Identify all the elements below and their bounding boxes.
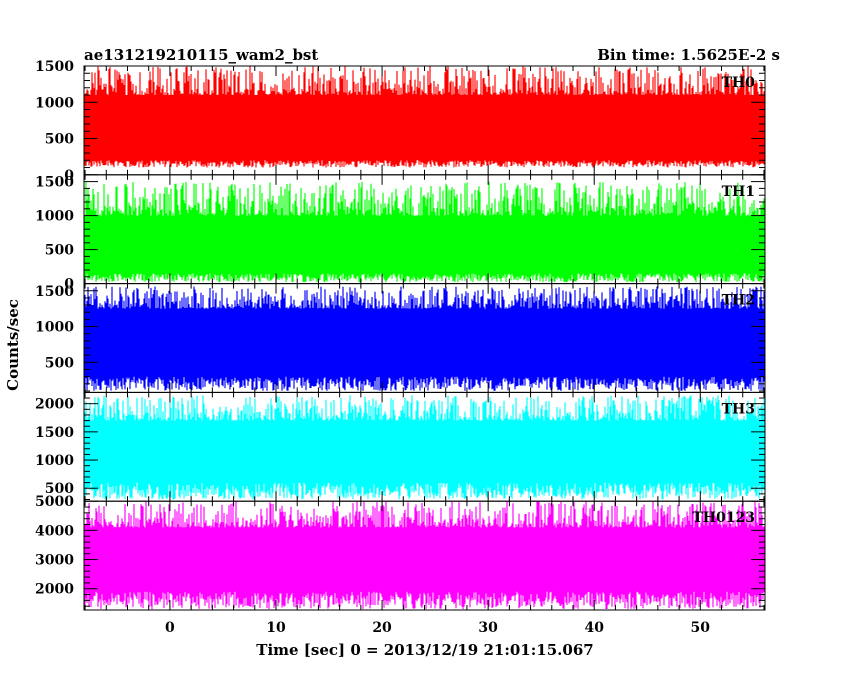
y-tick-label: 1000	[35, 453, 74, 469]
series-body-th0	[85, 99, 764, 160]
panel-label-th0123: TH0123	[692, 510, 755, 526]
y-tick-label: 5000	[35, 494, 74, 510]
y-tick-label: 4000	[35, 523, 74, 539]
panel-th0: 0 500 1000 1500 TH0	[35, 59, 766, 184]
y-tick-label: 1500	[35, 425, 74, 441]
y-tick-label: 1500	[35, 284, 74, 300]
y-tick-label: 1500	[35, 59, 74, 75]
panel-th2: 500 1000 1500 TH2	[35, 283, 766, 393]
panels-group: 050010001500TH0050010001500TH15001000150…	[35, 59, 766, 636]
x-tick-label: 30	[478, 620, 498, 636]
x-tick-label: 0	[165, 620, 175, 636]
chart-title: ae131219210115_wam2_bst	[84, 46, 318, 64]
y-axis-label: Counts/sec	[4, 299, 22, 391]
x-tick-label: 20	[372, 620, 392, 636]
panel-label-th2: TH2	[722, 293, 755, 309]
series-body-th0123	[85, 531, 764, 589]
x-tick-label: 10	[266, 620, 286, 636]
y-tick-label: 1000	[35, 95, 74, 111]
series-body-th1	[85, 219, 764, 273]
series-body-th2	[85, 313, 764, 376]
panel-label-th0: TH0	[722, 75, 756, 91]
x-tick-label: 40	[584, 620, 604, 636]
bin-time-label: Bin time: 1.5625E-2 s	[597, 46, 780, 64]
panel-label-th3: TH3	[722, 401, 755, 417]
y-tick-label: 2000	[35, 397, 74, 413]
y-tick-label: 0	[64, 277, 74, 293]
y-tick-label: 1000	[35, 209, 74, 225]
y-tick-label: 3000	[35, 553, 74, 569]
y-tick-label: 500	[45, 355, 74, 371]
y-tick-label: 0	[64, 168, 74, 184]
y-tick-label: 500	[45, 132, 74, 148]
panel-th0123: 2000 3000 4000 5000 TH0123	[35, 494, 766, 611]
y-tick-label: 2000	[35, 582, 74, 598]
x-tick-label: 50	[691, 620, 711, 636]
panel-label-th1: TH1	[722, 184, 755, 200]
panel-th1: 0 500 1000 1500 TH1	[35, 174, 766, 293]
x-axis-label: Time [sec] 0 = 2013/12/19 21:01:15.067	[256, 641, 593, 659]
y-tick-label: 500	[45, 481, 74, 497]
y-tick-label: 500	[45, 243, 74, 259]
series-body-th3	[85, 424, 764, 481]
y-tick-label: 1500	[35, 175, 74, 191]
panel-th3: 500 1000 1500 2000 TH3	[35, 391, 766, 502]
y-tick-label: 1000	[35, 320, 74, 336]
